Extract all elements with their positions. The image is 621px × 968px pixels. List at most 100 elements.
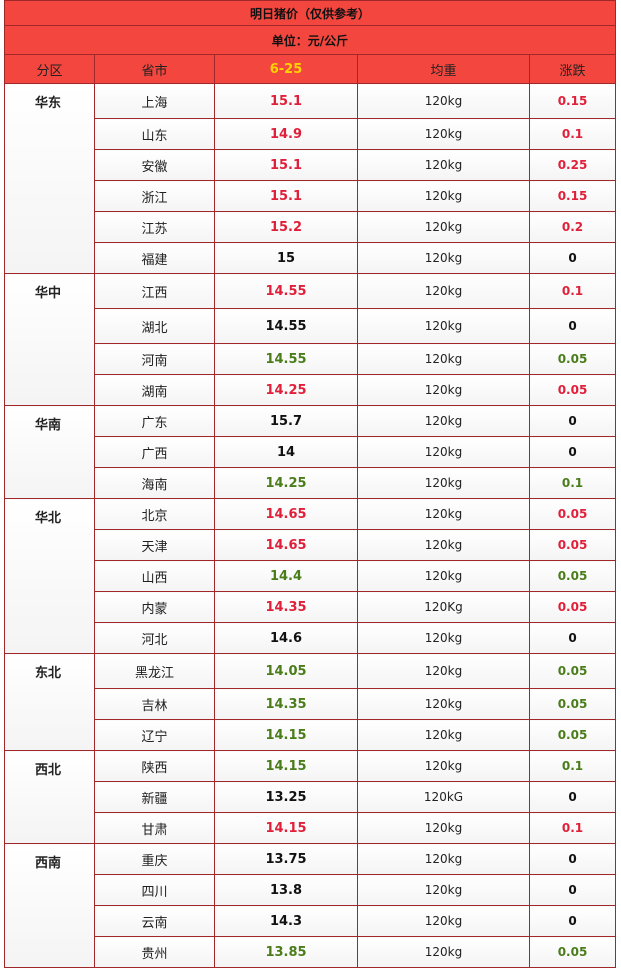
province-cell: 浙江: [94, 180, 215, 212]
price-cell: 14.4: [214, 560, 358, 592]
province-cell: 陕西: [94, 750, 215, 782]
weight-cell: 120kg: [357, 343, 530, 375]
change-cell: 0: [529, 436, 616, 468]
province-cell: 河北: [94, 622, 215, 654]
price-cell: 14.15: [214, 750, 358, 782]
table-row: 四川 13.8 120kg 0: [5, 874, 616, 906]
table-row: 福建 15 120kg 0: [5, 242, 616, 274]
province-cell: 四川: [94, 874, 215, 906]
price-cell: 15: [214, 242, 358, 274]
change-cell: 0: [529, 405, 616, 437]
table-row: 新疆 13.25 120kG 0: [5, 781, 616, 813]
province-cell: 山西: [94, 560, 215, 592]
weight-cell: 120kg: [357, 242, 530, 274]
weight-cell: 120kg: [357, 498, 530, 530]
region-cell: 华中: [4, 273, 95, 406]
change-cell: 0.05: [529, 719, 616, 751]
weight-cell: 120kg: [357, 211, 530, 243]
region-cell: 华东: [4, 83, 95, 274]
change-cell: 0.1: [529, 750, 616, 782]
price-cell: 14.65: [214, 529, 358, 561]
change-cell: 0.25: [529, 149, 616, 181]
table-row: 东北 黑龙江 14.05 120kg 0.05: [4, 653, 616, 751]
weight-cell: 120kg: [357, 374, 530, 406]
weight-cell: 120kg: [357, 874, 530, 906]
table-row: 江苏 15.2 120kg 0.2: [5, 211, 616, 243]
table-row: 华南 广东 15.7 120kg 0: [4, 405, 616, 499]
price-cell: 13.85: [214, 936, 358, 968]
price-cell: 15.2: [214, 211, 358, 243]
change-cell: 0.05: [529, 343, 616, 375]
province-cell: 黑龙江: [94, 653, 215, 689]
table-row: 华北 北京 14.65 120kg 0.05: [4, 498, 616, 654]
table-row: 河南 14.55 120kg 0.05: [5, 343, 616, 375]
price-cell: 15.1: [214, 149, 358, 181]
weight-cell: 120kg: [357, 843, 530, 875]
price-cell: 14.35: [214, 591, 358, 623]
weight-cell: 120kg: [357, 118, 530, 150]
change-cell: 0.05: [529, 688, 616, 720]
province-cell: 辽宁: [94, 719, 215, 751]
header-weight: 均重: [357, 54, 530, 84]
change-cell: 0.2: [529, 211, 616, 243]
change-cell: 0.05: [529, 374, 616, 406]
table-row: 云南 14.3 120kg 0: [5, 905, 616, 937]
change-cell: 0: [529, 242, 616, 274]
price-cell: 14.15: [214, 812, 358, 844]
price-cell: 14.55: [214, 308, 358, 344]
change-cell: 0: [529, 874, 616, 906]
weight-cell: 120kg: [357, 308, 530, 344]
weight-cell: 120kg: [357, 180, 530, 212]
header-province: 省市: [94, 54, 215, 84]
province-cell: 甘肃: [94, 812, 215, 844]
change-cell: 0.1: [529, 812, 616, 844]
change-cell: 0: [529, 781, 616, 813]
price-cell: 14.3: [214, 905, 358, 937]
price-cell: 14.15: [214, 719, 358, 751]
province-cell: 广西: [94, 436, 215, 468]
table-row: 贵州 13.85 120kg 0.05: [5, 936, 616, 968]
price-cell: 13.25: [214, 781, 358, 813]
table-row: 华东 上海 15.1 120kg 0.15: [4, 83, 616, 274]
price-cell: 14.05: [214, 653, 358, 689]
price-cell: 13.8: [214, 874, 358, 906]
change-cell: 0: [529, 308, 616, 344]
province-cell: 北京: [94, 498, 215, 530]
table-row: 山东 14.9 120kg 0.1: [5, 118, 616, 150]
change-cell: 0.05: [529, 560, 616, 592]
province-cell: 湖北: [94, 308, 215, 344]
change-cell: 0: [529, 843, 616, 875]
province-cell: 海南: [94, 467, 215, 499]
weight-cell: 120kg: [357, 436, 530, 468]
weight-cell: 120kg: [357, 149, 530, 181]
table-body: 华东 上海 15.1 120kg 0.15 山东 14.9 120kg 0.1 安徽 15.1 120…: [4, 83, 616, 968]
price-cell: 14.6: [214, 622, 358, 654]
table-row: 湖北 14.55 120kg 0: [5, 308, 616, 344]
province-cell: 湖南: [94, 374, 215, 406]
price-cell: 14.9: [214, 118, 358, 150]
change-cell: 0.05: [529, 591, 616, 623]
change-cell: 0.15: [529, 180, 616, 212]
weight-cell: 120kg: [357, 83, 530, 119]
change-cell: 0.05: [529, 936, 616, 968]
table-row: 吉林 14.35 120kg 0.05: [5, 688, 616, 720]
weight-cell: 120kg: [357, 405, 530, 437]
weight-cell: 120kg: [357, 812, 530, 844]
price-cell: 14.55: [214, 273, 358, 309]
table-title: 明日猪价（仅供参考）: [4, 0, 616, 26]
weight-cell: 120kg: [357, 905, 530, 937]
region-cell: 华北: [4, 498, 95, 654]
table-row: 湖南 14.25 120kg 0.05: [5, 374, 616, 406]
province-cell: 贵州: [94, 936, 215, 968]
weight-cell: 120kg: [357, 719, 530, 751]
province-cell: 安徽: [94, 149, 215, 181]
table-row: 西南 重庆 13.75 120kg 0: [4, 843, 616, 968]
weight-cell: 120kg: [357, 273, 530, 309]
weight-cell: 120kg: [357, 560, 530, 592]
weight-cell: 120kg: [357, 622, 530, 654]
weight-cell: 120kg: [357, 529, 530, 561]
weight-cell: 120kg: [357, 936, 530, 968]
header-region: 分区: [4, 54, 95, 84]
weight-cell: 120kg: [357, 467, 530, 499]
change-cell: 0: [529, 622, 616, 654]
